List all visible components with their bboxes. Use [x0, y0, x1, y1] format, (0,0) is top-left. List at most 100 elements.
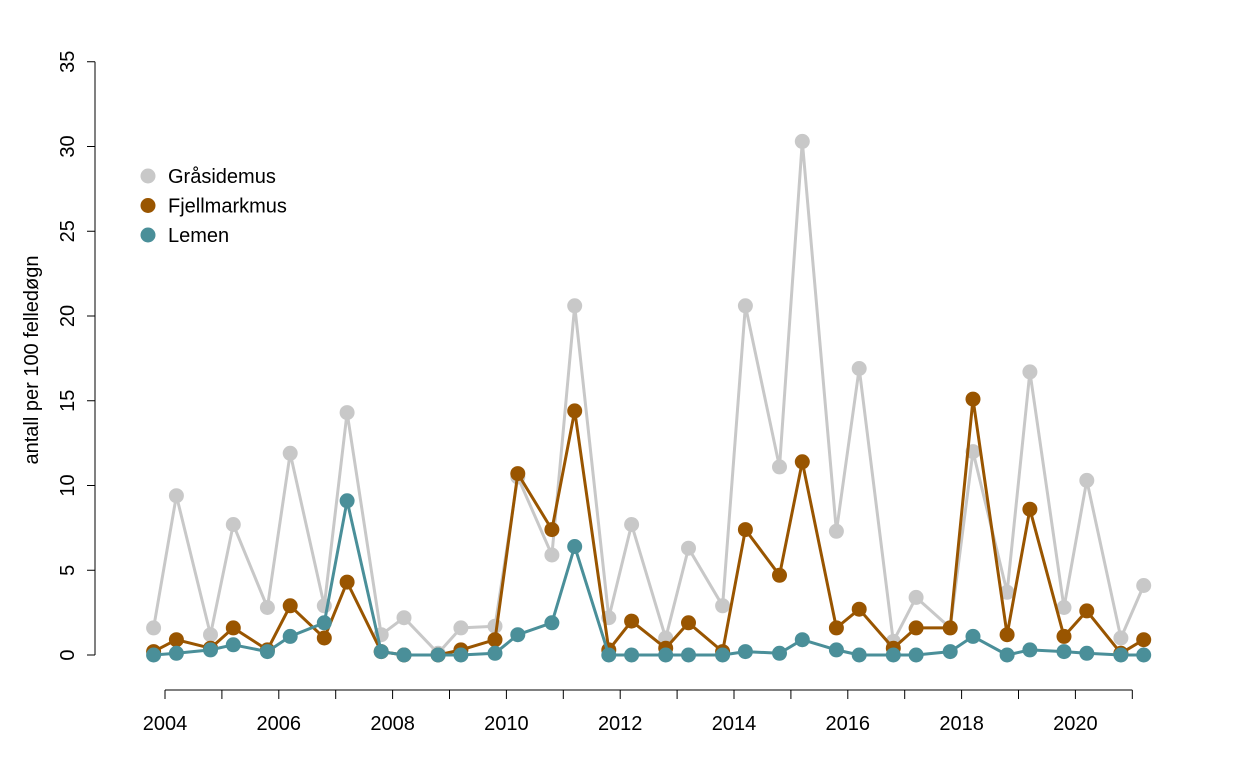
data-point-0 [624, 517, 640, 532]
x-tick-label: 2020 [1053, 713, 1098, 735]
data-point-0 [168, 488, 184, 504]
data-point-0 [737, 298, 753, 314]
data-point-0 [851, 361, 867, 376]
y-tick-label: 15 [57, 390, 79, 412]
data-point-1 [965, 391, 981, 407]
data-point-0 [1056, 600, 1072, 615]
data-point-0 [1113, 630, 1129, 646]
data-point-0 [339, 405, 355, 421]
y-tick-label: 30 [57, 135, 79, 157]
data-point-0 [772, 459, 787, 475]
data-point-2 [942, 644, 958, 660]
data-point-2 [373, 644, 389, 660]
data-point-1 [681, 615, 696, 631]
data-point-1 [908, 620, 924, 636]
data-point-0 [1136, 578, 1152, 593]
data-point-1 [737, 522, 753, 538]
y-tick-label: 20 [57, 305, 79, 327]
legend-marker [140, 168, 156, 184]
data-point-1 [510, 466, 526, 482]
data-point-0 [828, 523, 844, 539]
data-point-2 [1113, 647, 1129, 663]
data-point-2 [487, 645, 503, 661]
data-point-2 [1022, 642, 1038, 658]
data-point-1 [828, 620, 844, 636]
data-point-0 [1022, 364, 1038, 380]
data-point-1 [487, 632, 503, 648]
data-point-2 [1136, 647, 1152, 663]
legend-label: Gråsidemus [168, 166, 276, 188]
data-point-2 [168, 645, 184, 661]
data-point-0 [453, 620, 469, 636]
data-point-1 [339, 574, 355, 590]
series-line-0 [152, 139, 1146, 655]
data-point-2 [794, 632, 810, 648]
data-point-2 [624, 647, 640, 663]
y-axis: 0 5 10 15 20 25 30 35 [57, 51, 96, 661]
data-point-2 [772, 645, 787, 661]
data-point-1 [1136, 632, 1152, 648]
data-point-2 [339, 493, 355, 509]
data-point-2 [999, 647, 1015, 663]
legend-marker [140, 198, 156, 213]
data-point-1 [1056, 628, 1072, 644]
x-tick-label: 2008 [370, 713, 415, 735]
x-tick-label: 2006 [257, 713, 302, 735]
data-point-1 [1022, 501, 1038, 517]
data-point-2 [965, 628, 981, 644]
y-tick-label: 0 [57, 649, 79, 660]
data-point-1 [851, 601, 867, 617]
series-1 [146, 391, 1152, 663]
data-point-1 [794, 454, 810, 470]
data-point-0 [544, 547, 560, 563]
data-point-0 [396, 610, 412, 626]
data-point-2 [851, 647, 867, 663]
data-point-1 [567, 403, 583, 419]
legend-label: Fjellmarkmus [168, 196, 287, 218]
data-point-1 [316, 630, 332, 646]
data-point-2 [282, 628, 298, 644]
data-point-1 [225, 620, 241, 636]
data-point-2 [1056, 644, 1072, 660]
data-point-0 [282, 445, 298, 461]
legend-marker [140, 227, 156, 243]
data-point-0 [999, 584, 1015, 600]
data-point-2 [658, 647, 674, 663]
data-point-2 [681, 647, 696, 663]
x-tick-label: 2012 [598, 713, 643, 735]
data-point-2 [601, 647, 617, 663]
y-tick-label: 25 [57, 220, 79, 242]
x-axis: 2004 2006 2008 2010 2012 2014 2016 2018 2020 [143, 689, 1133, 735]
legend: Gråsidemus Fjellmarkmus Lemen [140, 166, 287, 247]
x-tick-label: 2018 [939, 713, 984, 735]
x-tick-label: 2014 [712, 713, 757, 735]
data-point-2 [828, 642, 844, 658]
data-point-1 [282, 598, 298, 614]
data-point-1 [544, 522, 560, 538]
data-point-2 [908, 647, 924, 663]
data-point-1 [772, 567, 787, 583]
data-point-2 [885, 647, 901, 663]
data-point-0 [259, 600, 275, 615]
series-layer [146, 133, 1152, 663]
data-point-0 [146, 620, 162, 636]
y-axis-title: antall per 100 felledøgn [21, 255, 43, 464]
data-point-0 [908, 589, 924, 605]
data-point-2 [1079, 645, 1095, 661]
data-point-0 [225, 517, 241, 532]
data-point-2 [510, 627, 526, 643]
data-point-1 [1079, 603, 1095, 619]
legend-label: Lemen [168, 225, 229, 247]
data-point-2 [567, 539, 583, 554]
data-point-1 [168, 632, 184, 648]
data-point-0 [1079, 472, 1095, 488]
x-tick-label: 2010 [484, 713, 529, 735]
series-line-1 [152, 397, 1145, 657]
y-tick-label: 5 [57, 565, 79, 576]
data-point-0 [794, 133, 810, 149]
data-point-2 [430, 647, 446, 663]
data-point-0 [681, 540, 696, 556]
series-2 [146, 493, 1152, 663]
data-point-1 [999, 627, 1015, 643]
data-point-2 [316, 615, 332, 631]
